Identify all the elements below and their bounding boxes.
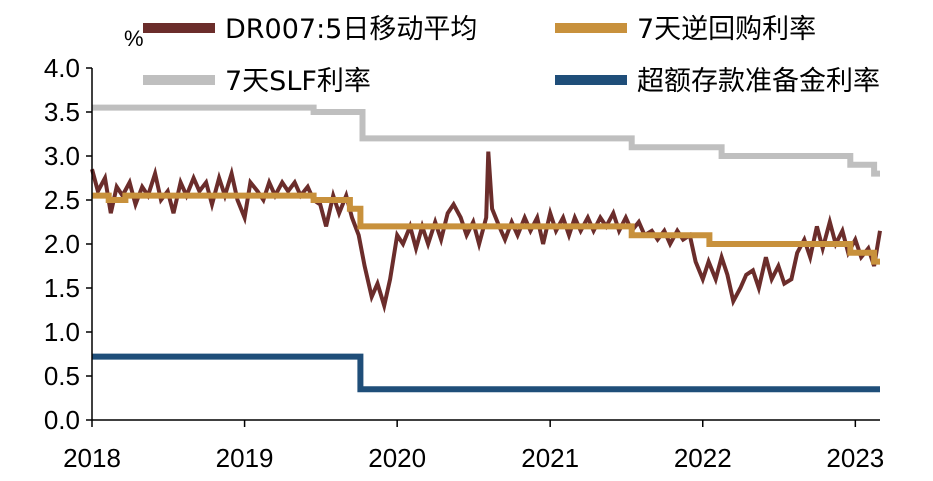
y-tick-label: 4.0 bbox=[44, 53, 80, 83]
y-tick-label: 1.0 bbox=[44, 317, 80, 347]
series-line-4 bbox=[92, 353, 880, 393]
series-line-3 bbox=[92, 104, 880, 177]
axes-layer: 0.0 0.5 1.0 1.5 2.0 2.5 3.0 3.5 4.0 2018 2019 2020 2… bbox=[44, 53, 884, 473]
series-line-2 bbox=[92, 192, 880, 265]
x-tick-label: 2023 bbox=[826, 443, 884, 473]
series-layer bbox=[90, 104, 882, 393]
x-tick-label: 2019 bbox=[216, 443, 274, 473]
y-tick-label: 2.0 bbox=[44, 229, 80, 259]
y-tick-label: 2.5 bbox=[44, 185, 80, 215]
legend-label: 超额存款准备金利率 bbox=[637, 66, 880, 97]
legend-label: 7天逆回购利率 bbox=[637, 14, 816, 45]
y-tick-label: 0.0 bbox=[44, 405, 80, 435]
legend-label: 7天SLF利率 bbox=[225, 66, 371, 97]
x-tick-label: 2018 bbox=[63, 443, 121, 473]
x-tick-label: 2022 bbox=[674, 443, 732, 473]
y-tick-label: 3.5 bbox=[44, 97, 80, 127]
y-unit-label: % bbox=[124, 26, 144, 51]
legend: DR007:5日移动平均 7天逆回购利率 7天SLF利率 超额存款准备金利率 bbox=[143, 14, 880, 97]
y-tick-label: 1.5 bbox=[44, 273, 80, 303]
legend-label: DR007:5日移动平均 bbox=[225, 14, 477, 45]
y-tick-label: 0.5 bbox=[44, 361, 80, 391]
y-tick-label: 3.0 bbox=[44, 141, 80, 171]
x-tick-label: 2021 bbox=[521, 443, 579, 473]
x-tick-label: 2020 bbox=[368, 443, 426, 473]
